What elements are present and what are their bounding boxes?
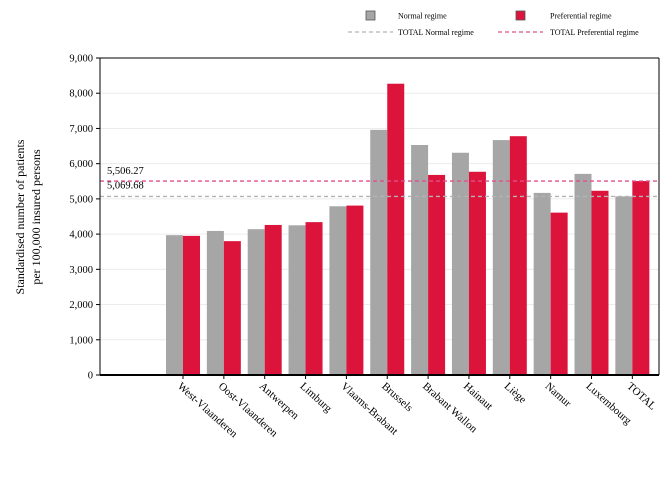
legend-label-normal-total: TOTAL Normal regime: [398, 28, 474, 37]
legend-label-preferential: Preferential regime: [550, 12, 612, 21]
x-tick-label: Hainaut: [461, 380, 495, 412]
legend-swatch-normal: [365, 10, 376, 21]
bar-preferential: [183, 235, 200, 375]
bar-preferential: [468, 171, 486, 375]
y-tick-label: 7,000: [69, 124, 93, 135]
legend-swatch-preferential: [515, 10, 526, 21]
x-tick-labels: West-VlaanderenOost-VlaanderenAntwerpenL…: [175, 380, 659, 440]
bar-normal: [533, 192, 551, 375]
reference-label-preferential-total: 5,506.27: [107, 166, 144, 177]
legend-label-normal: Normal regime: [398, 12, 447, 21]
bar-normal: [288, 225, 306, 375]
y-tick-label: 1,000: [69, 335, 93, 346]
y-axis-title-line-2: per 100,000 insured persons: [29, 149, 43, 285]
bar-normal: [206, 230, 224, 375]
bar-preferential: [591, 190, 609, 375]
bar-normal: [166, 235, 183, 375]
bar-normal: [574, 173, 592, 375]
bar-normal: [411, 144, 429, 375]
bar-preferential: [387, 83, 405, 375]
bar-preferential: [428, 174, 446, 375]
legend-label-preferential-total: TOTAL Preferential regime: [550, 28, 639, 37]
bar-preferential: [305, 222, 323, 375]
bar-preferential: [509, 136, 527, 375]
bar-normal: [247, 229, 265, 375]
x-tick-label: Namur: [543, 380, 574, 410]
y-tick-label: 2,000: [69, 300, 93, 311]
axes: [96, 57, 660, 379]
y-tick-label: 4,000: [69, 230, 93, 241]
y-tick-label: 5,000: [69, 194, 93, 205]
y-tick-label: 8,000: [69, 89, 93, 100]
bar-preferential: [550, 212, 568, 375]
bar-preferential: [264, 224, 282, 375]
x-tick-label: TOTAL: [624, 380, 658, 413]
bar-normal: [370, 129, 388, 375]
bars: [166, 83, 650, 375]
y-axis-title-line-1: Standardised number of patients: [13, 139, 27, 294]
bar-normal: [329, 206, 347, 375]
x-tick-label: Limburg: [298, 380, 335, 415]
bar-normal: [615, 196, 633, 375]
bar-preferential: [223, 241, 241, 375]
bar-preferential: [632, 181, 650, 375]
bar-preferential: [346, 205, 364, 375]
y-tick-labels: 0 1,000 2,000 3,000 4,000 5,000 6,000 7,000 8,00…: [69, 54, 93, 382]
y-tick-label: 3,000: [69, 265, 93, 276]
reference-label-normal-total: 5,069.68: [107, 180, 144, 191]
reference-lines: 5,069.68 5,506.27: [100, 166, 659, 198]
legend: Normal regime Preferential regime TOTAL …: [348, 10, 639, 37]
x-tick-label: Brussels: [379, 380, 415, 414]
bar-normal: [451, 152, 469, 375]
y-tick-label: 0: [88, 371, 93, 382]
x-tick-label: Liège: [502, 380, 529, 406]
y-tick-label: 9,000: [69, 54, 93, 65]
y-tick-label: 6,000: [69, 159, 93, 170]
bar-normal: [492, 140, 510, 375]
